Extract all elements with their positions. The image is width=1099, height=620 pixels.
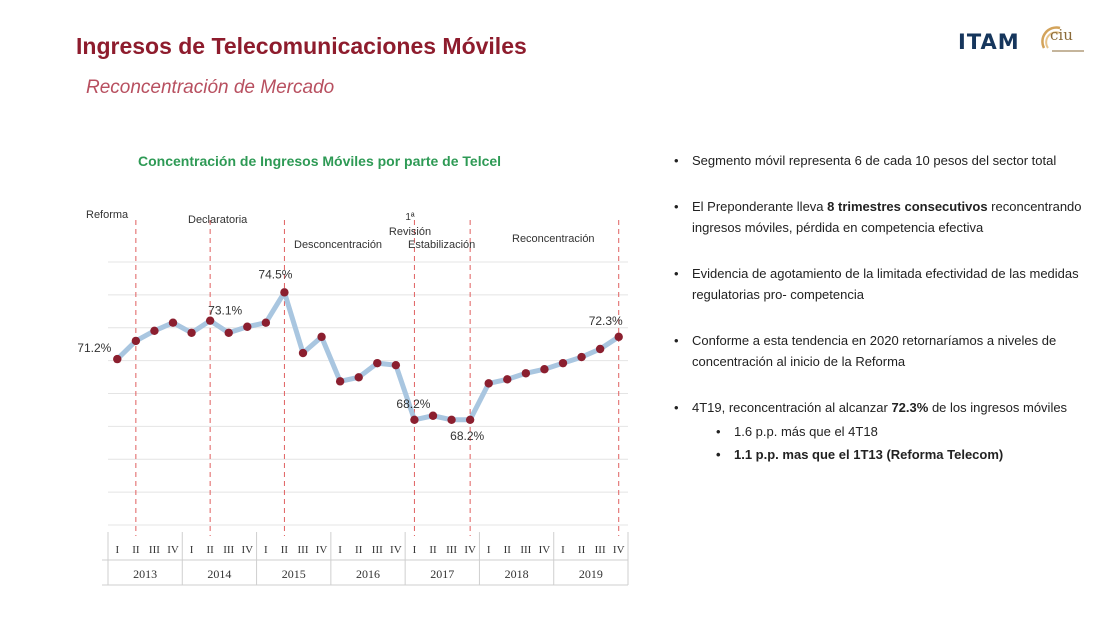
x-tick-label: IV xyxy=(613,544,625,556)
x-tick-label: I xyxy=(115,544,119,556)
event-label: Desconcentración xyxy=(294,239,382,251)
data-point xyxy=(150,327,158,335)
data-point xyxy=(615,333,623,341)
data-point xyxy=(187,329,195,337)
x-tick-label: IV xyxy=(316,544,328,556)
x-tick-label: I xyxy=(190,544,194,556)
x-tick-label: I xyxy=(413,544,417,556)
data-point xyxy=(132,337,140,345)
x-tick-label: I xyxy=(487,544,491,556)
bullet-list: Segmento móvil representa 6 de cada 10 p… xyxy=(672,150,1082,468)
data-point xyxy=(113,355,121,363)
bullet-item: 4T19, reconcentración al alcanzar 72.3% … xyxy=(672,397,1082,465)
data-point xyxy=(596,345,604,353)
x-tick-label: IV xyxy=(241,544,253,556)
ciu-logo-text: CIU xyxy=(1050,26,1073,44)
x-tick-label: II xyxy=(355,544,363,556)
sub-bullet-item: 1.1 p.p. mas que el 1T13 (Reforma Teleco… xyxy=(692,445,1082,465)
bullet-item: El Preponderante lleva 8 trimestres cons… xyxy=(672,196,1082,238)
data-point xyxy=(410,416,418,424)
page-subtitle: Reconcentración de Mercado xyxy=(86,77,334,99)
x-tick-label: III xyxy=(298,544,309,556)
sub-bullet-item: 1.6 p.p. más que el 4T18 xyxy=(692,422,1082,442)
data-point xyxy=(540,365,548,373)
x-tick-label: II xyxy=(504,544,512,556)
data-point xyxy=(429,412,437,420)
event-label: 1ª xyxy=(405,212,415,223)
x-tick-label: IV xyxy=(464,544,476,556)
x-tick-label: III xyxy=(595,544,606,556)
data-point xyxy=(373,359,381,367)
year-label: 2016 xyxy=(356,567,380,581)
bullet-item: Evidencia de agotamiento de la limitada … xyxy=(672,263,1082,305)
data-point xyxy=(447,416,455,424)
x-tick-label: III xyxy=(223,544,234,556)
data-point xyxy=(299,349,307,357)
data-point xyxy=(503,375,511,383)
x-tick-label: III xyxy=(446,544,457,556)
data-label: 71.2% xyxy=(78,341,112,355)
data-point xyxy=(355,373,363,381)
data-point xyxy=(262,318,270,326)
year-label: 2017 xyxy=(430,567,454,581)
data-point xyxy=(317,333,325,341)
x-tick-label: I xyxy=(561,544,565,556)
data-point xyxy=(466,416,474,424)
data-label: 74.5% xyxy=(258,267,292,281)
data-point xyxy=(225,329,233,337)
year-label: 2014 xyxy=(207,567,231,581)
x-tick-label: III xyxy=(372,544,383,556)
data-point xyxy=(206,316,214,324)
x-tick-label: II xyxy=(281,544,289,556)
data-point xyxy=(169,318,177,326)
data-label: 72.3% xyxy=(589,314,623,328)
year-label: 2018 xyxy=(505,567,529,581)
bullet-item: Conforme a esta tendencia en 2020 retorn… xyxy=(672,330,1082,372)
year-label: 2013 xyxy=(133,567,157,581)
data-point xyxy=(577,353,585,361)
x-tick-label: I xyxy=(338,544,342,556)
data-label: 68.2% xyxy=(396,397,430,411)
chart-title: Concentración de Ingresos Móviles por pa… xyxy=(138,153,501,169)
year-label: 2015 xyxy=(282,567,306,581)
bullet-item: Segmento móvil representa 6 de cada 10 p… xyxy=(672,150,1082,171)
data-point xyxy=(280,288,288,296)
line-chart: I II III IV I II III IV I II III IV I II III IV I II III IV… xyxy=(78,200,638,595)
data-point xyxy=(559,359,567,367)
x-tick-label: III xyxy=(149,544,160,556)
data-point xyxy=(522,369,530,377)
x-tick-label: IV xyxy=(539,544,551,556)
itam-logo: ITAM xyxy=(958,30,1020,54)
x-tick-label: IV xyxy=(390,544,402,556)
data-point xyxy=(243,323,251,331)
x-tick-label: II xyxy=(206,544,214,556)
year-label: 2019 xyxy=(579,567,603,581)
x-tick-label: II xyxy=(132,544,140,556)
x-tick-label: II xyxy=(578,544,586,556)
series-line xyxy=(117,292,618,419)
x-tick-label: IV xyxy=(167,544,179,556)
event-label: Estabilización xyxy=(408,239,475,251)
data-label: 73.1% xyxy=(208,304,242,318)
x-tick-label: III xyxy=(520,544,531,556)
data-label: 68.2% xyxy=(450,429,484,443)
x-tick-label: II xyxy=(429,544,437,556)
page-title: Ingresos de Telecomunicaciones Móviles xyxy=(76,33,527,60)
event-label: Declaratoria xyxy=(188,214,248,226)
event-label: Reforma xyxy=(86,209,129,221)
x-tick-label: I xyxy=(264,544,268,556)
event-label: Revisión xyxy=(389,226,431,238)
event-label: Reconcentración xyxy=(512,233,595,245)
data-point xyxy=(336,377,344,385)
data-point xyxy=(392,361,400,369)
data-point xyxy=(485,379,493,387)
